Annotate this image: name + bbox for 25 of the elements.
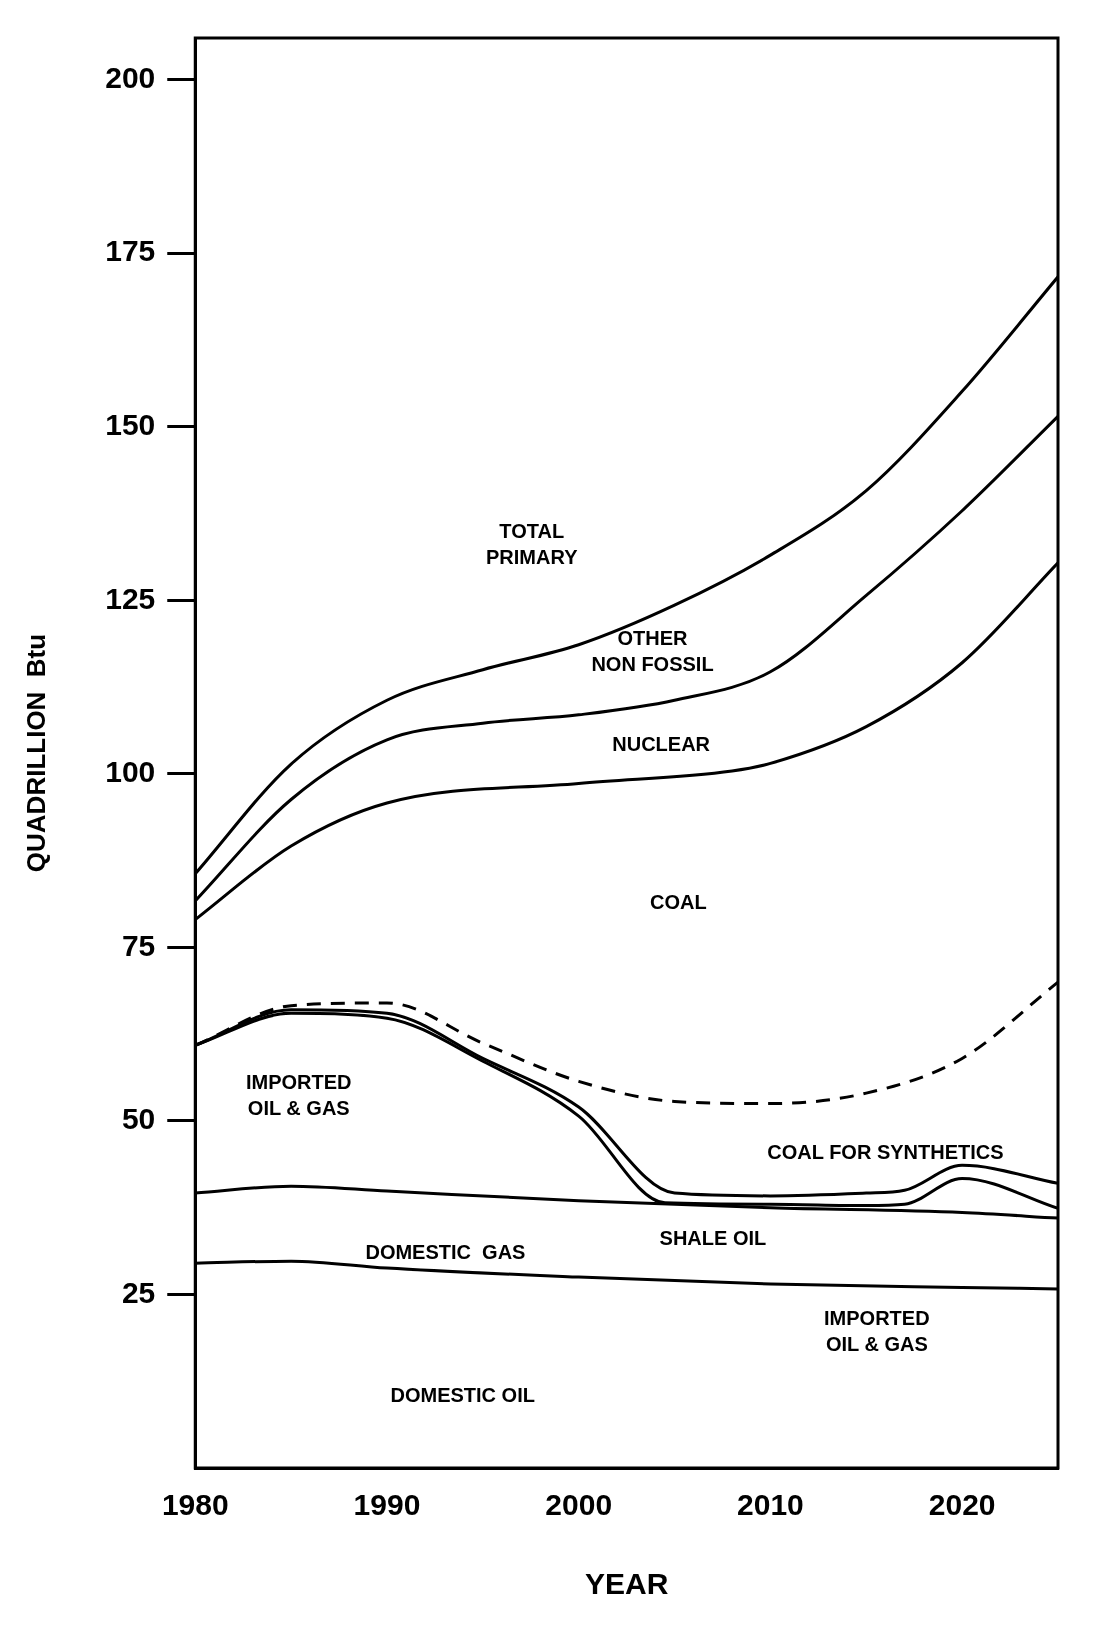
x-tick-label: 2000 <box>545 1488 613 1522</box>
annotation: DOMESTIC GAS <box>365 1241 526 1264</box>
y-tick-label: 175 <box>105 234 156 268</box>
annotation: IMPORTED OIL & GAS <box>824 1306 930 1355</box>
annotation: DOMESTIC OIL <box>390 1384 535 1407</box>
x-axis-title: YEAR <box>584 1567 669 1601</box>
x-tick-label: 1980 <box>161 1488 229 1522</box>
x-tick-label: 2020 <box>928 1488 996 1522</box>
y-tick-label: 25 <box>121 1275 156 1309</box>
annotation: IMPORTED OIL & GAS <box>246 1070 352 1119</box>
x-tick-label: 2010 <box>737 1488 804 1522</box>
annotation: SHALE OIL <box>659 1226 767 1249</box>
y-axis-title: QUADRILLION Btu <box>20 633 51 873</box>
y-tick-label: 75 <box>121 928 156 962</box>
y-tick-label: 150 <box>105 408 156 441</box>
y-tick-label: 50 <box>121 1102 156 1136</box>
y-tick-label: 100 <box>105 755 156 789</box>
annotation: NUCLEAR <box>612 733 711 756</box>
y-tick-label: 200 <box>105 60 156 94</box>
annotation: TOTAL PRIMARY <box>485 520 579 569</box>
x-tick-label: 1990 <box>353 1488 421 1522</box>
annotation: COAL FOR SYNTHETICS <box>767 1140 1004 1163</box>
y-tick-label: 125 <box>105 581 156 615</box>
annotation: OTHER NON FOSSIL <box>591 626 714 675</box>
annotation: COAL <box>650 890 707 913</box>
